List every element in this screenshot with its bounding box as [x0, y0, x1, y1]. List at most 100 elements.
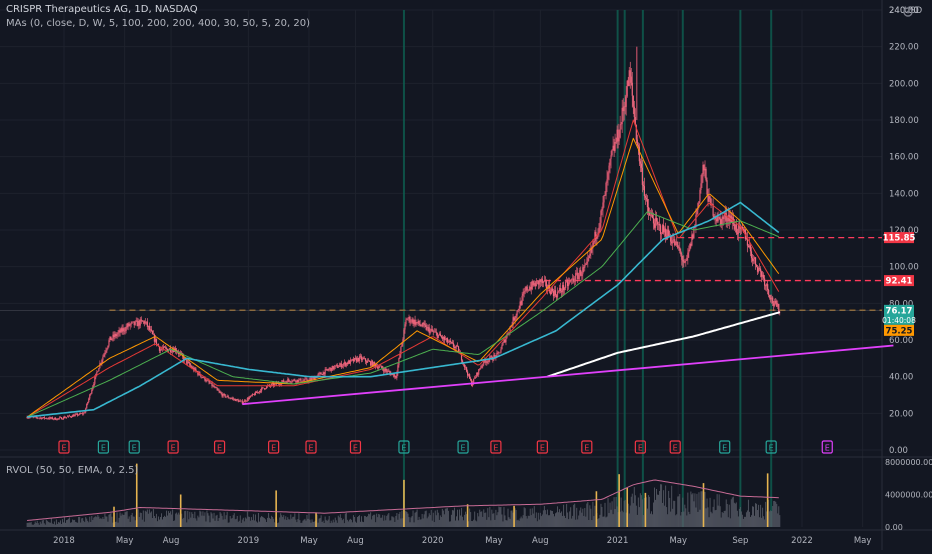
volume-bar: [423, 514, 425, 527]
volume-bar: [545, 514, 547, 527]
candle-body: [76, 413, 78, 415]
volume-bar: [103, 518, 105, 527]
gear-icon[interactable]: [902, 6, 914, 18]
candle-body: [40, 417, 42, 419]
volume-bar: [378, 513, 380, 527]
candle-body: [47, 418, 49, 420]
candle-body: [353, 358, 356, 362]
volume-bar: [245, 518, 247, 527]
volume-bar: [129, 521, 131, 527]
volume-bar: [332, 519, 334, 527]
candle-body: [306, 378, 308, 381]
volume-bar: [701, 491, 703, 527]
volume-bar: [687, 492, 689, 527]
volume-bar: [491, 509, 493, 527]
candle-body: [41, 417, 43, 419]
volume-bar: [77, 522, 79, 527]
candle-body: [617, 129, 619, 142]
candle-body: [203, 376, 205, 378]
volume-bar: [624, 499, 626, 527]
volume-bar: [30, 522, 32, 527]
volume-bar: [490, 520, 492, 527]
volume-bar: [56, 523, 58, 527]
candle-body: [775, 300, 777, 303]
candle-body: [56, 418, 59, 420]
volume-bar: [383, 520, 385, 527]
volume-bar: [341, 520, 343, 527]
candle-body: [638, 146, 640, 162]
volume-bar: [525, 516, 527, 527]
volume-bar: [416, 509, 418, 527]
volume-bar: [367, 516, 369, 527]
countdown-label: 01:40:08: [882, 316, 916, 325]
volume-bar: [80, 522, 82, 527]
volume-bar: [636, 514, 638, 527]
candle-body: [319, 372, 321, 374]
price-axis-label-bg: [884, 324, 914, 336]
volume-bar: [481, 511, 483, 527]
earnings-badge-label: E: [217, 444, 222, 453]
volume-bar: [173, 520, 175, 527]
volume-bar: [277, 523, 279, 527]
candle-body: [418, 320, 420, 325]
candle-body: [483, 359, 485, 365]
volume-bar: [375, 522, 377, 527]
volume-bar: [771, 511, 773, 527]
candle-body: [520, 301, 522, 305]
candle-body: [127, 323, 129, 328]
candle-body: [651, 214, 654, 219]
volume-bar: [379, 514, 381, 527]
volume-bar: [726, 504, 728, 527]
volume-tick-label: 8000000.00: [885, 458, 932, 467]
volume-bar: [754, 515, 756, 527]
candle-body: [419, 324, 421, 325]
rvol-legend[interactable]: RVOL (50, 50, EMA, 0, 2.5): [6, 465, 139, 476]
candle-body: [219, 391, 221, 393]
candle-body: [347, 360, 349, 365]
volume-bar: [606, 516, 608, 527]
volume-bar: [496, 515, 498, 527]
candle-body: [476, 372, 478, 378]
volume-bar: [674, 500, 676, 527]
volume-bar: [319, 517, 321, 527]
price-axis-label-bg: [884, 275, 914, 287]
candle-body: [768, 289, 770, 296]
volume-bar: [502, 521, 504, 527]
time-tick-label: May: [669, 536, 687, 546]
candle-body: [668, 229, 670, 237]
volume-bar: [154, 518, 156, 527]
earnings-badge-label: E: [722, 444, 727, 453]
candle-body: [118, 330, 120, 333]
candle-body: [249, 395, 251, 398]
volume-bar: [394, 521, 396, 527]
candle-body: [741, 226, 743, 229]
volume-bar: [213, 512, 215, 527]
candle-body: [229, 398, 231, 399]
volume-bar: [296, 522, 298, 527]
trendline-layer[interactable]: [242, 344, 894, 406]
candle-body: [300, 378, 302, 382]
earnings-badge: E: [457, 440, 469, 454]
volume-bar: [762, 507, 764, 527]
horizontal-levels[interactable]: [0, 236, 882, 312]
volume-bar: [343, 523, 345, 527]
candle-body: [625, 96, 627, 107]
volume-bar: [538, 519, 540, 527]
candle-body: [298, 379, 300, 382]
earnings-badge: E: [536, 440, 548, 454]
volume-bar: [110, 512, 112, 527]
candle-body: [615, 141, 617, 143]
volume-bar: [428, 513, 430, 527]
candle-body: [457, 346, 460, 353]
volume-bar: [432, 512, 434, 527]
price-axis-label-bg: [884, 304, 914, 325]
ma-legend[interactable]: MAs (0, close, D, W, 5, 100, 200, 200, 4…: [6, 18, 310, 29]
volume-bar: [450, 514, 452, 527]
volume-bar: [356, 516, 358, 527]
volume-bar: [27, 522, 29, 527]
volume-bar: [289, 519, 291, 527]
